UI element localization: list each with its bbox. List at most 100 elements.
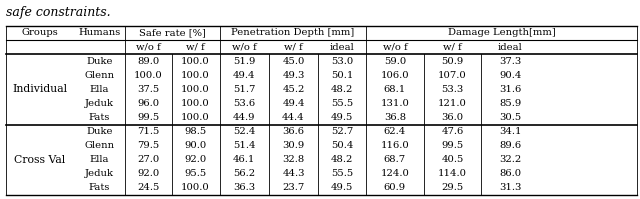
Text: Jeduk: Jeduk — [84, 169, 114, 178]
Text: w/ f: w/ f — [186, 43, 205, 52]
Text: Duke: Duke — [86, 127, 113, 136]
Text: 92.0: 92.0 — [184, 155, 207, 164]
Text: 62.4: 62.4 — [384, 127, 406, 136]
Text: 47.6: 47.6 — [442, 127, 463, 136]
Text: 40.5: 40.5 — [442, 155, 463, 164]
Text: Cross Val: Cross Val — [14, 155, 66, 165]
Text: 55.5: 55.5 — [331, 169, 353, 178]
Text: 89.0: 89.0 — [137, 57, 159, 66]
Text: Fats: Fats — [88, 113, 110, 122]
Text: Safe rate [%]: Safe rate [%] — [139, 28, 205, 37]
Text: w/ f: w/ f — [284, 43, 303, 52]
Text: 86.0: 86.0 — [499, 169, 521, 178]
Text: 99.5: 99.5 — [137, 113, 159, 122]
Text: 131.0: 131.0 — [380, 99, 410, 108]
Text: 50.4: 50.4 — [331, 141, 353, 150]
Text: w/ f: w/ f — [443, 43, 462, 52]
Text: 100.0: 100.0 — [181, 85, 210, 94]
Text: Duke: Duke — [86, 57, 113, 66]
Text: 100.0: 100.0 — [181, 57, 210, 66]
Text: 100.0: 100.0 — [181, 99, 210, 108]
Text: 36.6: 36.6 — [282, 127, 305, 136]
Text: 44.9: 44.9 — [233, 113, 255, 122]
Text: 29.5: 29.5 — [442, 183, 463, 192]
Text: 49.5: 49.5 — [331, 113, 353, 122]
Text: 48.2: 48.2 — [331, 85, 353, 94]
Text: 44.3: 44.3 — [282, 169, 305, 178]
Text: 23.7: 23.7 — [282, 183, 305, 192]
Text: w/o f: w/o f — [383, 43, 407, 52]
Text: 100.0: 100.0 — [181, 71, 210, 80]
Text: 24.5: 24.5 — [137, 183, 159, 192]
Text: 48.2: 48.2 — [331, 155, 353, 164]
Text: 49.4: 49.4 — [233, 71, 255, 80]
Text: 51.7: 51.7 — [233, 85, 255, 94]
Text: 92.0: 92.0 — [137, 169, 159, 178]
Text: ideal: ideal — [330, 43, 355, 52]
Text: 32.2: 32.2 — [499, 155, 521, 164]
Text: 85.9: 85.9 — [499, 99, 521, 108]
Text: w/o f: w/o f — [232, 43, 257, 52]
Text: 53.6: 53.6 — [233, 99, 255, 108]
Text: 50.1: 50.1 — [331, 71, 353, 80]
Text: 36.0: 36.0 — [442, 113, 463, 122]
Text: Damage Length[mm]: Damage Length[mm] — [447, 28, 556, 37]
Text: 68.7: 68.7 — [384, 155, 406, 164]
Text: 32.8: 32.8 — [282, 155, 305, 164]
Text: 36.8: 36.8 — [384, 113, 406, 122]
Text: 79.5: 79.5 — [137, 141, 159, 150]
Text: 106.0: 106.0 — [381, 71, 409, 80]
Text: 31.3: 31.3 — [499, 183, 521, 192]
Text: Humans: Humans — [78, 28, 120, 37]
Text: 53.3: 53.3 — [442, 85, 463, 94]
Text: 116.0: 116.0 — [381, 141, 409, 150]
Text: 114.0: 114.0 — [438, 169, 467, 178]
Text: 100.0: 100.0 — [181, 113, 210, 122]
Text: 36.3: 36.3 — [233, 183, 255, 192]
Text: 121.0: 121.0 — [438, 99, 467, 108]
Text: 51.9: 51.9 — [233, 57, 255, 66]
Text: 90.4: 90.4 — [499, 71, 521, 80]
Text: 107.0: 107.0 — [438, 71, 467, 80]
Text: Individual: Individual — [12, 84, 68, 94]
Text: 53.0: 53.0 — [331, 57, 353, 66]
Text: 98.5: 98.5 — [184, 127, 207, 136]
Text: 31.6: 31.6 — [499, 85, 521, 94]
Text: Ella: Ella — [90, 85, 109, 94]
Text: 30.9: 30.9 — [282, 141, 305, 150]
Text: 27.0: 27.0 — [137, 155, 159, 164]
Text: 45.2: 45.2 — [282, 85, 305, 94]
Text: 59.0: 59.0 — [384, 57, 406, 66]
Text: 96.0: 96.0 — [137, 99, 159, 108]
Text: 124.0: 124.0 — [380, 169, 410, 178]
Text: Glenn: Glenn — [84, 141, 115, 150]
Text: 49.5: 49.5 — [331, 183, 353, 192]
Text: 95.5: 95.5 — [184, 169, 207, 178]
Text: 44.4: 44.4 — [282, 113, 305, 122]
Text: 60.9: 60.9 — [384, 183, 406, 192]
Text: 45.0: 45.0 — [282, 57, 305, 66]
Text: 99.5: 99.5 — [442, 141, 463, 150]
Text: 37.5: 37.5 — [137, 85, 159, 94]
Text: w/o f: w/o f — [136, 43, 161, 52]
Text: 56.2: 56.2 — [233, 169, 255, 178]
Text: safe constraints.: safe constraints. — [6, 6, 111, 19]
Text: 71.5: 71.5 — [137, 127, 159, 136]
Text: 37.3: 37.3 — [499, 57, 521, 66]
Text: Jeduk: Jeduk — [84, 99, 114, 108]
Text: 90.0: 90.0 — [184, 141, 207, 150]
Text: 50.9: 50.9 — [442, 57, 463, 66]
Text: 30.5: 30.5 — [499, 113, 521, 122]
Text: Glenn: Glenn — [84, 71, 115, 80]
Text: 100.0: 100.0 — [181, 183, 210, 192]
Text: Fats: Fats — [88, 183, 110, 192]
Text: Penetration Depth [mm]: Penetration Depth [mm] — [231, 28, 355, 37]
Text: Groups: Groups — [22, 28, 58, 37]
Text: 49.4: 49.4 — [282, 99, 305, 108]
Text: 68.1: 68.1 — [384, 85, 406, 94]
Text: 51.4: 51.4 — [233, 141, 255, 150]
Text: 34.1: 34.1 — [499, 127, 522, 136]
Text: Ella: Ella — [90, 155, 109, 164]
Text: 89.6: 89.6 — [499, 141, 521, 150]
Text: 55.5: 55.5 — [331, 99, 353, 108]
